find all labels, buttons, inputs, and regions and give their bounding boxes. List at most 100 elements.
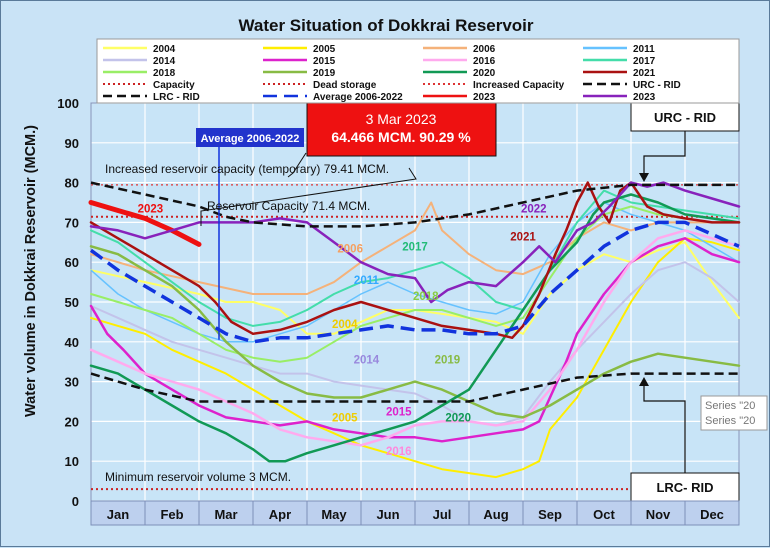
- chart-title: Water Situation of Dokkrai Reservoir: [238, 16, 533, 35]
- series-line-2020-10: [89, 193, 741, 463]
- y-axis-label: Water volume in Dokkrai Reservoir (MCM.): [23, 125, 39, 417]
- x-tick-label: Sep: [538, 507, 562, 522]
- legend-label: 2021: [633, 68, 656, 79]
- legend-label: 2006: [473, 44, 496, 55]
- y-tick-label: 80: [65, 176, 79, 191]
- side-label-2: Series "20: [705, 415, 755, 427]
- lrc-arrow-head: [639, 377, 649, 386]
- current-value-box: [306, 101, 497, 157]
- increased-capacity-leader: [200, 167, 417, 226]
- urc-arrow-head: [639, 173, 649, 182]
- series-label-2016: 2016: [386, 446, 412, 458]
- x-tick-label: May: [321, 507, 347, 522]
- legend-label: 2016: [473, 56, 496, 67]
- legend-label: 2020: [473, 68, 496, 79]
- x-tick-label: Mar: [214, 507, 237, 522]
- average-marker: Average 2006-2022: [196, 128, 304, 340]
- series-label-2014: 2014: [354, 355, 380, 367]
- series-line-2015-5: [89, 237, 741, 443]
- legend-label: URC - RID: [633, 80, 681, 91]
- legend-label: 2015: [313, 56, 336, 67]
- legend-label: 2011: [633, 44, 655, 55]
- series-label-2018: 2018: [413, 291, 439, 303]
- current-value: 64.466 MCM. 90.29 %: [331, 129, 471, 145]
- side-labels: Series "20 Series "20: [700, 395, 768, 431]
- series-label-2015: 2015: [386, 406, 412, 418]
- series-label-2004: 2004: [332, 319, 358, 331]
- series-label-2005: 2005: [332, 412, 358, 424]
- series-line-urc-rid-15: [90, 181, 739, 228]
- urc-label: URC - RID: [654, 110, 716, 125]
- legend-label: LRC - RID: [153, 92, 200, 103]
- series-labels: 2023 2022 2021 2006 2017 2011 2018 2004 2014 2019…: [138, 203, 547, 458]
- lrc-arrow-line: [643, 383, 686, 473]
- legend-label: 2023: [473, 92, 496, 103]
- legend: 2004 2005 2006 2011 2014 2015 2016 2017 2018 2019…: [96, 38, 740, 104]
- x-tick-label: Dec: [700, 507, 724, 522]
- legend-label: Average 2006-2022: [313, 92, 403, 103]
- series-line-2016-6: [89, 229, 741, 447]
- series-label-2021: 2021: [510, 231, 536, 243]
- average-label: Average 2006-2022: [201, 133, 300, 145]
- legend-box: [96, 38, 740, 104]
- legend-label: Capacity: [153, 80, 195, 91]
- series-line-lrc-rid-16: [90, 372, 739, 403]
- series-layer: [88, 181, 741, 479]
- legend-label: 2018: [153, 68, 176, 79]
- average-label-box: [196, 128, 304, 147]
- current-date: 3 Mar 2023: [366, 111, 437, 127]
- y-tick-label: 50: [65, 295, 79, 310]
- series-line-2014-4: [90, 261, 740, 427]
- lrc-label: LRC- RID: [656, 480, 713, 495]
- urc-box: [630, 102, 740, 132]
- series-label-2020: 2020: [445, 412, 471, 424]
- series-line-2005-1: [90, 237, 740, 479]
- series-line-2017-7: [90, 189, 740, 327]
- x-tick-label: Jun: [376, 507, 399, 522]
- minimum-text: Minimum reservoir volume 3 MCM.: [105, 470, 291, 484]
- y-tick-label: 60: [65, 255, 79, 270]
- series-label-2019: 2019: [435, 355, 461, 367]
- legend-label: 2005: [313, 44, 336, 55]
- legend-label: Increased Capacity: [473, 80, 565, 91]
- series-label-2022: 2022: [521, 203, 547, 215]
- capacity-text: Reservoir Capacity 71.4 MCM.: [207, 199, 370, 213]
- current-value-leader: [287, 152, 307, 178]
- side-label-1: Series "20: [705, 400, 755, 412]
- x-tick-label: Oct: [593, 507, 615, 522]
- y-tick-label: 90: [65, 136, 79, 151]
- series-line-2018-8: [90, 205, 740, 363]
- legend-label: 2019: [313, 68, 336, 79]
- y-tick-label: 30: [65, 375, 79, 390]
- x-tick-labels: Jan Feb Mar Apr May Jun Jul Aug Sep Oct Nov Dec: [107, 501, 724, 525]
- x-tick-label: Jan: [107, 507, 129, 522]
- series-line-2023-12: [88, 200, 202, 247]
- y-tick-labels: 0 10 20 30 40 50 60 70 80 90 100: [57, 96, 79, 509]
- y-tick-label: 100: [57, 96, 79, 111]
- annotations: 3 Mar 2023 64.466 MCM. 90.29 % Increased r…: [105, 101, 740, 502]
- series-label-2023: 2023: [138, 203, 164, 215]
- x-tick-label: Feb: [160, 507, 183, 522]
- x-tick-label: Jul: [433, 507, 452, 522]
- legend-label: 2017: [633, 56, 656, 67]
- y-tick-label: 10: [65, 454, 79, 469]
- series-line-2019-9: [89, 245, 741, 419]
- urc-arrow-line: [643, 131, 686, 177]
- y-tick-label: 20: [65, 414, 79, 429]
- x-tick-label: Aug: [483, 507, 508, 522]
- x-tick-label: Nov: [646, 507, 671, 522]
- legend-label: 2014: [153, 56, 176, 67]
- legend-label: 2023: [633, 92, 656, 103]
- series-label-2017: 2017: [402, 241, 428, 253]
- y-tick-label: 70: [65, 215, 79, 230]
- series-line-average-2006-2022-14: [89, 220, 740, 344]
- increased-capacity-text: Increased reservoir capacity (temporary)…: [105, 162, 389, 176]
- legend-label: Dead storage: [313, 80, 377, 91]
- series-line-2006-2: [90, 201, 740, 295]
- y-tick-label: 40: [65, 335, 79, 350]
- x-tick-label: Apr: [269, 507, 291, 522]
- series-label-2011: 2011: [354, 275, 380, 287]
- y-tick-label: 0: [72, 494, 79, 509]
